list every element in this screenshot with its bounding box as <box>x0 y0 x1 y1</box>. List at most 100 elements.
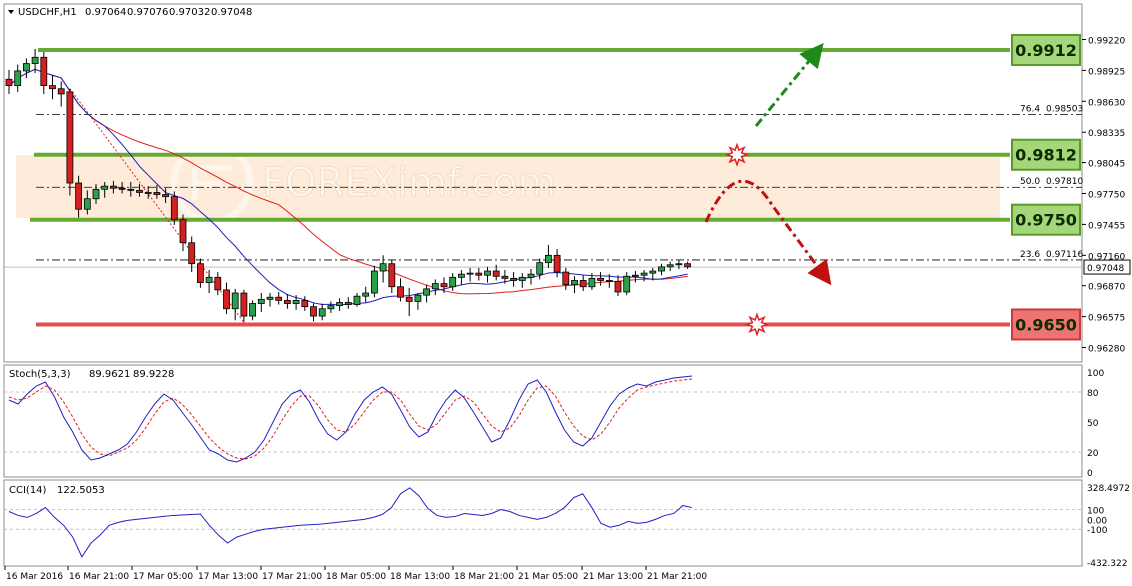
stoch-signal-line <box>8 378 693 460</box>
time-tick-label: 18 Mar 21:00 <box>454 572 514 582</box>
candle-bear <box>162 194 170 198</box>
time-tick-label: 17 Mar 05:00 <box>133 572 193 582</box>
cci-panel <box>3 479 1083 567</box>
candle-bull <box>527 273 535 278</box>
candle-bear <box>127 188 135 191</box>
candle-bull <box>649 270 657 274</box>
cci-label: CCI(14) <box>9 485 47 496</box>
candle-bull <box>101 185 109 190</box>
candle-bear <box>553 254 561 273</box>
fib-value-23.6: 0.97116 <box>1046 250 1083 260</box>
last-price-box <box>1083 259 1131 275</box>
last-price-label: 0.97048 <box>1087 264 1124 274</box>
candle-bear <box>179 219 187 244</box>
ohlc-close: 0.97048 <box>211 7 252 18</box>
candle-bull <box>675 263 683 266</box>
candle-bull <box>14 70 22 86</box>
candle-bear <box>110 185 117 189</box>
fib-value-76.4: 0.98503 <box>1046 105 1083 115</box>
candle-bull <box>249 303 257 317</box>
price-tick-label: 0.98045 <box>1088 160 1125 170</box>
time-tick-label: 21 Mar 13:00 <box>583 572 643 582</box>
candle-bear <box>188 242 196 265</box>
cci-header: CCI(14) 122.5053 <box>9 485 105 496</box>
cci-line <box>8 487 693 558</box>
candle-bull <box>666 264 674 268</box>
candle-bull <box>658 266 665 272</box>
level-badge-0.9750 <box>1011 203 1081 236</box>
price-tick-label: 0.97160 <box>1088 252 1125 262</box>
candle-bear <box>66 91 74 184</box>
candle-bear <box>153 192 161 195</box>
candle-bear <box>136 189 143 193</box>
stoch-axis-label: 100 <box>1087 369 1104 379</box>
fib-value-50.0: 0.97810 <box>1046 177 1083 187</box>
candle-bear <box>475 272 483 276</box>
time-tick-label: 17 Mar 21:00 <box>262 572 322 582</box>
candle-bull <box>22 63 30 72</box>
price-tick-label: 0.98335 <box>1088 129 1125 139</box>
symbol-menu-icon[interactable] <box>8 10 14 14</box>
candle-bear <box>223 289 230 310</box>
candle-bear <box>118 187 126 190</box>
candle-bull <box>327 305 335 310</box>
candle-bear <box>344 302 352 305</box>
ohlc-open: 0.97064 <box>85 7 126 18</box>
candle-bull <box>31 56 39 64</box>
time-tick-label: 21 Mar 05:00 <box>518 572 578 582</box>
candle-bull <box>588 277 596 288</box>
stoch-value-main: 89.9621 <box>89 369 130 380</box>
candle-bear <box>301 299 309 308</box>
breakout-burst-lower <box>744 312 770 337</box>
candle-bull <box>571 280 578 286</box>
symbol-label: USDCHF,H1 <box>18 7 77 18</box>
stochastic-panel <box>3 364 1083 478</box>
candle-bear <box>75 182 82 210</box>
level-label-0.9650: 0.9650 <box>1015 315 1077 334</box>
candle-bear <box>57 88 65 95</box>
candle-bull <box>231 292 239 310</box>
candle-bear <box>597 277 604 281</box>
candle-bear <box>388 263 396 288</box>
candle-bear <box>283 299 291 304</box>
time-tick-label: 18 Mar 13:00 <box>390 572 450 582</box>
level-badge-0.9912 <box>1011 33 1081 66</box>
stoch-axis-label: 50 <box>1087 419 1099 429</box>
time-tick-label: 21 Mar 21:00 <box>647 572 707 582</box>
candle-bear <box>275 296 283 301</box>
level-label-0.9812: 0.9812 <box>1015 146 1077 165</box>
candle-bear <box>40 56 48 86</box>
fib-ratio-76.4: 76.4 <box>1020 105 1040 115</box>
level-label-0.9912: 0.9912 <box>1015 41 1077 60</box>
stoch-axis-label: 20 <box>1087 449 1099 459</box>
cci-axis-label: -100 <box>1087 526 1108 536</box>
fib-ratio-50.0: 50.0 <box>1020 177 1040 187</box>
candle-bear <box>614 281 622 293</box>
dotted-trendline <box>69 88 245 323</box>
level-badge-0.9650 <box>1011 308 1081 341</box>
candle-bear <box>562 271 570 286</box>
breakout-burst-upper <box>724 142 750 167</box>
price-tick-label: 0.96280 <box>1088 345 1125 355</box>
candle-bear <box>405 296 413 302</box>
candle-bear <box>49 85 56 90</box>
candle-bull <box>623 275 631 293</box>
candle-bull <box>92 188 100 200</box>
watermark: FOREXimf.com <box>170 141 557 225</box>
candle-bear <box>397 286 404 298</box>
cci-axis-label: 0.00 <box>1087 516 1107 526</box>
candle-bull <box>205 276 213 283</box>
candle-bull <box>423 288 431 296</box>
price-tick-label: 0.98630 <box>1088 98 1125 108</box>
time-tick-label: 17 Mar 13:00 <box>198 572 258 582</box>
time-tick-label: 16 Mar 2016 <box>6 572 63 582</box>
watermark-text: FOREXimf.com <box>262 160 556 206</box>
level-badge-0.9812 <box>1011 138 1081 171</box>
candle-bull <box>640 272 648 276</box>
candle-bull <box>518 276 526 281</box>
candle-bull <box>370 270 378 294</box>
candle-bear <box>440 283 448 288</box>
price-tick-label: 0.97455 <box>1088 221 1125 231</box>
candle-bull <box>466 272 474 275</box>
